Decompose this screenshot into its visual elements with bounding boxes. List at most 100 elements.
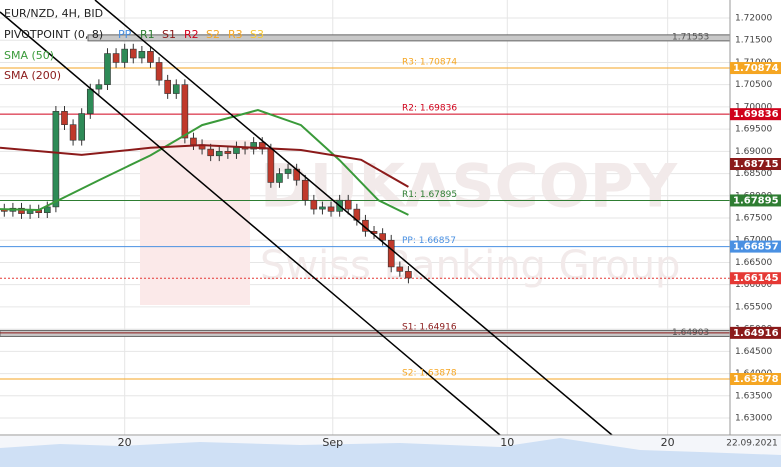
y-tick-label: 1.68500 xyxy=(735,169,772,179)
candle-body xyxy=(276,173,283,183)
price-box xyxy=(730,62,781,75)
grey-band xyxy=(0,329,731,337)
sma-line xyxy=(0,144,409,188)
y-tick-label: 1.70000 xyxy=(735,102,772,112)
candle-body xyxy=(95,84,103,90)
y-tick-label: 1.66500 xyxy=(735,258,772,268)
y-tick-label: 1.66000 xyxy=(735,280,772,290)
x-tick-label: 20 xyxy=(118,436,132,449)
price-box-label: 1.63878 xyxy=(733,374,779,385)
price-box-label: 1.64916 xyxy=(733,328,779,339)
pivot-legend-title: PIVOTPOINT (0, 8) xyxy=(4,28,103,41)
candle-body xyxy=(52,111,60,208)
candle-body xyxy=(69,124,77,141)
candle-body xyxy=(78,113,85,141)
pivot-legend-item: R1 xyxy=(140,28,155,41)
sma-line xyxy=(0,108,409,216)
candle-body xyxy=(121,48,128,63)
x-tick-label: 20 xyxy=(661,436,675,449)
candle-body xyxy=(61,111,68,125)
y-tick-label: 1.64500 xyxy=(735,347,772,357)
candle-body xyxy=(267,148,275,183)
candle-body xyxy=(284,168,292,174)
candle-body xyxy=(327,206,335,212)
navigator-area xyxy=(0,438,781,467)
pivot-label: R1: 1.67895 xyxy=(402,190,457,200)
candle-body xyxy=(319,206,326,210)
y-tick-label: 1.65500 xyxy=(735,302,772,312)
candle-body xyxy=(250,142,257,150)
candle-body xyxy=(147,51,154,63)
pivot-legend-item: S1 xyxy=(162,28,176,41)
price-box-label: 1.68715 xyxy=(733,159,779,170)
candle-body xyxy=(172,84,180,94)
price-box-label: 1.70874 xyxy=(733,63,779,74)
candle-body xyxy=(86,88,94,114)
pivot-label: S1: 1.64916 xyxy=(402,322,457,332)
pivot-legend-item: PP xyxy=(118,28,132,41)
price-box xyxy=(730,194,781,207)
y-tick-label: 1.72000 xyxy=(735,14,772,24)
x-tick-label: 10 xyxy=(500,436,514,449)
candle-body xyxy=(164,79,171,94)
channel-line xyxy=(94,0,613,436)
date-label: 22.09.2021 xyxy=(726,439,778,449)
candle-body xyxy=(104,53,111,85)
price-box-label: 1.69836 xyxy=(733,109,779,120)
candle-body xyxy=(258,142,266,150)
price-box xyxy=(730,240,781,253)
pivot-label: PP: 1.66857 xyxy=(402,236,456,246)
candle-body xyxy=(18,207,25,214)
grid xyxy=(0,0,730,435)
price-box-label: 1.66857 xyxy=(733,242,779,253)
legend-entry: SMA (200) xyxy=(4,69,61,82)
candle-body xyxy=(379,233,386,241)
grey-level-label: 1.71553 xyxy=(672,32,709,42)
candle-body xyxy=(224,151,232,154)
candle-body xyxy=(129,48,137,59)
candle-body xyxy=(396,266,404,272)
candle-body xyxy=(112,53,120,63)
pivot-legend-item: R3 xyxy=(228,28,243,41)
pivot-legend-item: S2 xyxy=(206,28,220,41)
candle-body xyxy=(405,271,412,279)
candle-body xyxy=(387,239,395,268)
chart-title: EUR/NZD, 4H, BID xyxy=(4,7,103,20)
y-tick-label: 1.67500 xyxy=(735,214,772,224)
candle-body xyxy=(215,151,223,157)
candle-body xyxy=(190,137,197,145)
candle-body xyxy=(301,179,309,201)
price-box xyxy=(730,326,781,339)
price-box-label: 1.67895 xyxy=(733,195,779,206)
candle-body xyxy=(207,148,214,157)
candle-body xyxy=(155,62,163,81)
y-tick-label: 1.63500 xyxy=(735,391,772,401)
candle-body xyxy=(138,51,146,59)
candle-body xyxy=(344,199,352,210)
grey-level-label: 1.64903 xyxy=(672,328,709,338)
y-tick-label: 1.69500 xyxy=(735,125,772,135)
candle-body xyxy=(310,199,318,210)
candle-body xyxy=(181,84,189,139)
legend-entry: SMA (50) xyxy=(4,49,54,62)
price-box-label: 1.66145 xyxy=(733,273,779,284)
candle-body xyxy=(43,206,51,213)
y-tick-label: 1.70500 xyxy=(735,80,772,90)
watermark: Swiss Banking Group xyxy=(260,243,680,289)
price-box xyxy=(730,372,781,385)
pivot-label: S2: 1.63878 xyxy=(402,368,457,378)
pivot-legend-item: R2 xyxy=(184,28,199,41)
y-tick-label: 1.71500 xyxy=(735,36,772,46)
y-tick-label: 1.69000 xyxy=(735,147,772,157)
pivot-legend-item: S3 xyxy=(250,28,264,41)
price-box xyxy=(730,108,781,121)
pivot-label: R3: 1.70874 xyxy=(402,58,457,68)
price-box xyxy=(730,158,781,171)
pivot-label: R2: 1.69836 xyxy=(402,104,457,114)
channel-line xyxy=(0,11,501,436)
y-tick-label: 1.63000 xyxy=(735,414,772,424)
x-tick-label: Sep xyxy=(322,436,343,449)
logo-block xyxy=(140,140,250,305)
